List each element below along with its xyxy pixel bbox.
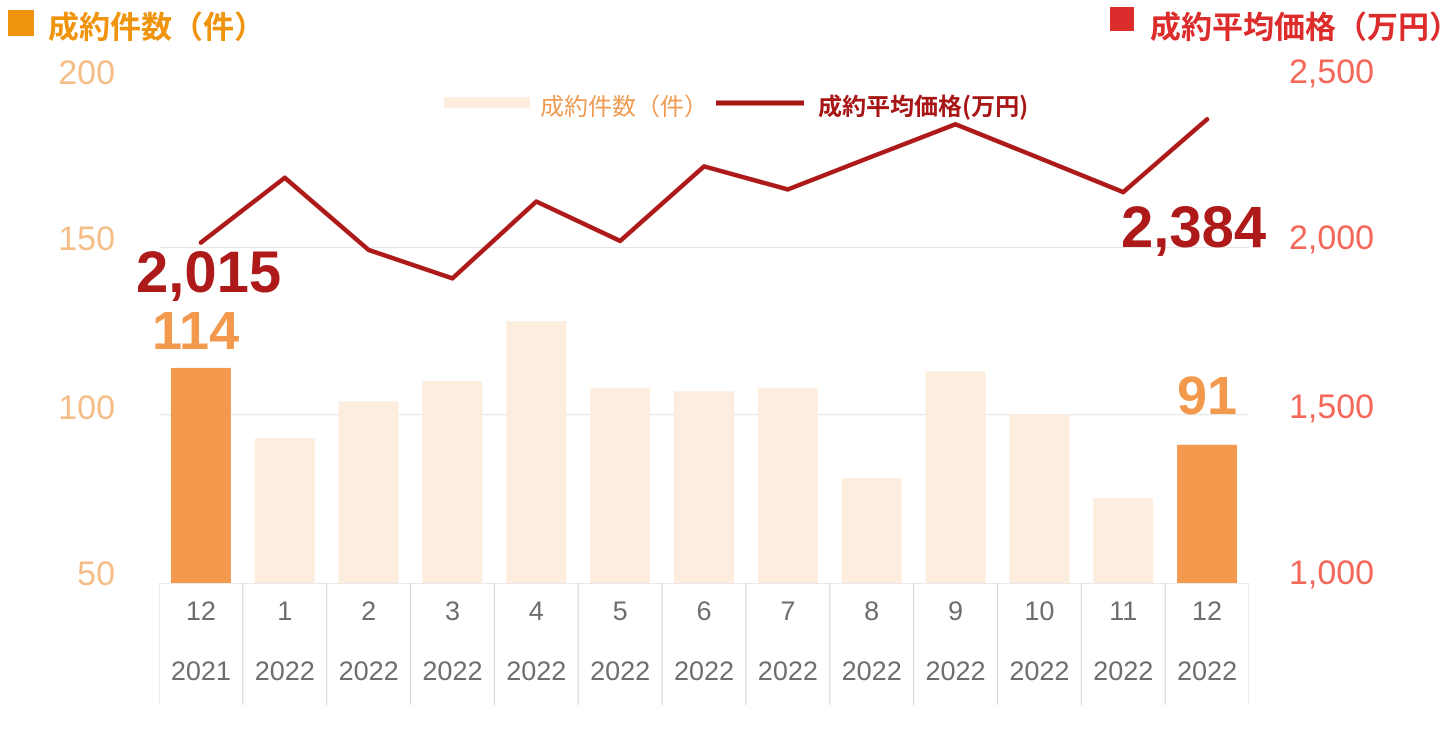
svg-text:91: 91: [1177, 366, 1237, 426]
svg-text:2,015: 2,015: [136, 240, 281, 305]
svg-text:114: 114: [152, 301, 239, 361]
svg-text:2,384: 2,384: [1121, 195, 1266, 260]
